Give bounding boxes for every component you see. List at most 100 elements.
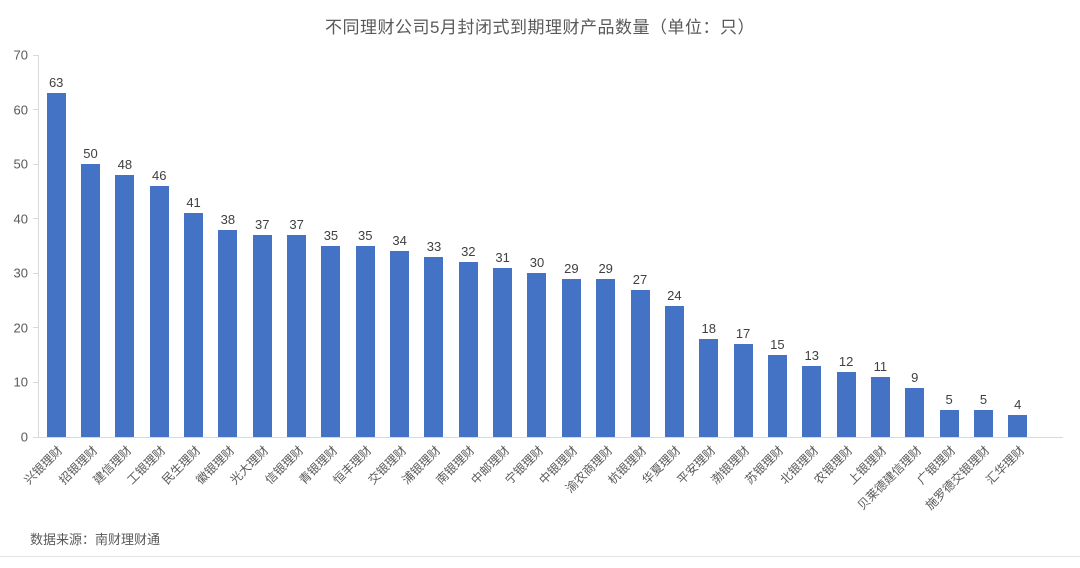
bar <box>184 213 204 437</box>
bar <box>458 262 478 437</box>
bar-value-label: 4 <box>1014 397 1022 413</box>
bar-column: 17 渤银理财 <box>708 55 760 487</box>
bar-value-label: 9 <box>911 369 919 385</box>
y-tick-mark <box>33 327 39 329</box>
y-tick-label: 60 <box>13 102 28 118</box>
bar-value-label: 48 <box>117 157 133 173</box>
bar <box>802 366 822 437</box>
y-tick-label: 30 <box>13 265 28 281</box>
bar-column: 50 招银理财 <box>56 55 107 487</box>
bar-value-label: 12 <box>838 353 854 369</box>
bar-value-label: 31 <box>495 249 510 265</box>
bar-column: 24 华夏理财 <box>640 55 691 487</box>
bar <box>424 256 444 437</box>
bar-column: 33 浦银理财 <box>399 55 451 487</box>
bar-value-label: 24 <box>667 288 682 304</box>
bar-value-label: 35 <box>358 228 373 243</box>
bar-column: 18 平安理财 <box>674 55 726 487</box>
bar-column: 11 上银理财 <box>846 55 897 487</box>
bar <box>733 344 753 437</box>
bottom-divider <box>0 556 1080 557</box>
bar <box>149 185 169 437</box>
bar <box>390 251 410 437</box>
bar <box>939 409 959 437</box>
bar-column: 63 兴银理财 <box>22 55 73 487</box>
bar-column: 35 恒丰理财 <box>331 55 382 487</box>
bar <box>1008 415 1028 437</box>
bar-value-label: 13 <box>804 348 819 364</box>
bar <box>355 246 375 437</box>
bar-value-label: 34 <box>392 233 407 249</box>
plot-area: 63 兴银理财 50 招银理财 48 建信理财 46 工银理财 41 民生理财 38 徽银理财 37 光大… <box>22 54 1063 513</box>
bar-value-label: 18 <box>701 320 716 336</box>
bar <box>81 164 101 437</box>
bar <box>115 175 135 437</box>
bar-column: 41 民生理财 <box>159 55 210 487</box>
bar-column: 27 杭银理财 <box>605 55 657 487</box>
y-tick-mark <box>33 436 39 438</box>
bar-column: 38 徽银理财 <box>193 55 245 487</box>
bar <box>527 273 547 437</box>
y-tick-mark <box>33 218 39 220</box>
bar-column: 13 北银理财 <box>777 55 829 487</box>
bar-column: 29 渝农商理财 <box>563 55 623 496</box>
bar-value-label: 30 <box>529 255 545 271</box>
bar-value-label: 5 <box>979 391 988 407</box>
bar <box>870 376 890 437</box>
bar <box>630 289 650 437</box>
bar-value-label: 15 <box>770 337 785 353</box>
bar-column: 12 农银理财 <box>811 55 863 487</box>
bar <box>767 355 787 437</box>
bar <box>252 235 272 437</box>
bar <box>836 371 856 437</box>
y-tick-mark <box>33 109 39 111</box>
bars-container: 63 兴银理财 50 招银理财 48 建信理财 46 工银理财 41 民生理财 38 徽银理财 37 光大… <box>22 55 1035 513</box>
bar <box>287 235 307 437</box>
bar-value-label: 35 <box>323 228 339 243</box>
bar-value-label: 33 <box>426 238 442 254</box>
bar-column: 34 交银理财 <box>365 55 416 487</box>
bar-column: 15 苏银理财 <box>743 55 794 487</box>
bar-value-label: 17 <box>735 326 751 342</box>
y-tick-label: 10 <box>13 374 28 390</box>
y-tick-label: 50 <box>13 156 28 172</box>
bar <box>493 267 513 437</box>
y-tick-mark <box>33 272 39 274</box>
bar-column: 48 建信理财 <box>90 55 142 487</box>
bar-value-label: 29 <box>564 260 579 276</box>
bar-column: 5 施罗德交银理财 <box>923 55 1000 513</box>
bar-value-label: 29 <box>598 260 613 276</box>
bar-column: 35 青银理财 <box>296 55 348 487</box>
y-axis-labels: 0 10 20 30 40 50 60 70 <box>0 49 32 444</box>
bar <box>561 278 581 437</box>
bar-column: 9 贝莱德建信理财 <box>855 55 932 513</box>
bar-value-label: 32 <box>461 244 476 260</box>
y-tick-mark <box>33 54 39 56</box>
x-category-label: 贝莱德建信理财 <box>854 443 924 513</box>
bar-value-label: 37 <box>289 217 304 233</box>
bar-column: 29 中银理财 <box>537 55 588 487</box>
bar-column: 4 汇华理财 <box>983 55 1035 487</box>
bar-column: 37 光大理财 <box>228 55 279 487</box>
bar-column: 46 工银理财 <box>125 55 176 487</box>
bar-value-label: 5 <box>945 391 953 407</box>
bar <box>699 338 719 437</box>
bar-value-label: 50 <box>83 146 98 162</box>
y-tick-label: 40 <box>13 211 28 227</box>
x-category-label: 施罗德交银理财 <box>923 443 993 513</box>
bar-column: 5 广银理财 <box>914 55 966 487</box>
bar-value-label: 38 <box>220 211 236 227</box>
bar <box>973 409 993 437</box>
bar-column: 37 信银理财 <box>262 55 313 487</box>
bar <box>218 229 238 437</box>
bar-value-label: 27 <box>632 271 648 287</box>
bar <box>596 278 616 437</box>
bar <box>664 306 684 437</box>
bar-column: 31 中邮理财 <box>468 55 519 487</box>
chart-title: 不同理财公司5月封闭式到期理财产品数量（单位：只） <box>325 18 755 37</box>
bar-value-label: 41 <box>186 195 201 211</box>
bar-value-label: 37 <box>255 217 270 233</box>
y-tick-label: 70 <box>13 47 28 63</box>
bar <box>46 93 66 437</box>
